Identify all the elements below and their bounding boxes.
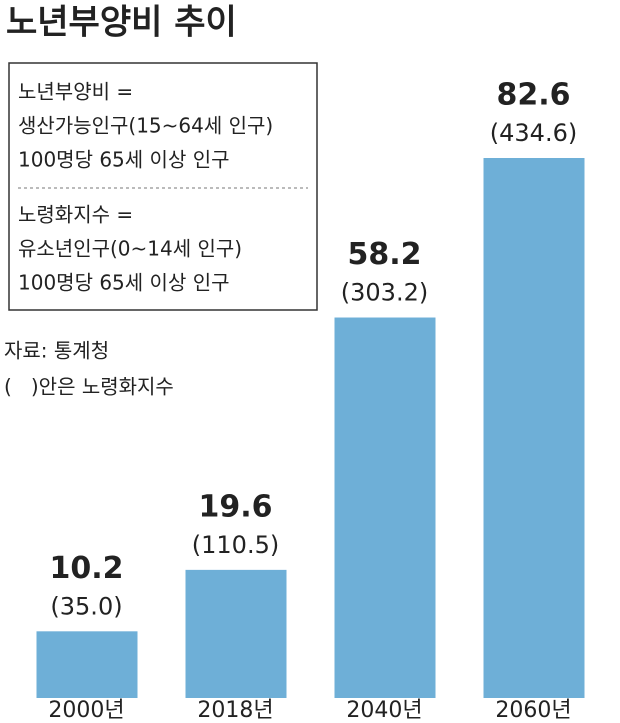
- value-label: 58.2: [347, 237, 421, 272]
- value-label: 10.2: [49, 551, 123, 586]
- index-label: (35.0): [50, 592, 122, 620]
- x-tick-label: 2060년: [495, 698, 571, 723]
- bar: [185, 569, 287, 698]
- bar: [36, 631, 138, 698]
- value-label: 19.6: [198, 489, 272, 524]
- x-tick-label: 2000년: [48, 698, 124, 723]
- legend-box: [8, 62, 318, 311]
- value-label: 82.6: [496, 78, 570, 113]
- definition-line: 생산가능인구(15~64세 인구): [18, 114, 273, 138]
- index-label: (110.5): [192, 531, 279, 559]
- index-line: 유소년인구(0~14세 인구): [18, 237, 242, 261]
- note: ( )안은 노령화지수: [4, 375, 174, 399]
- definition-line: 100명당 65세 이상 인구: [18, 148, 230, 172]
- index-line: 노령화지수 =: [18, 203, 133, 227]
- bar: [334, 317, 436, 698]
- x-tick-label: 2018년: [197, 698, 273, 723]
- source: 자료: 통계청: [4, 339, 109, 363]
- chart-title: 노년부양비 추이: [6, 3, 237, 43]
- definition-line: 노년부양비 =: [18, 80, 133, 104]
- index-label: (303.2): [341, 279, 428, 307]
- bar: [483, 158, 585, 698]
- index-label: (434.6): [490, 119, 577, 147]
- x-tick-label: 2040년: [346, 698, 422, 723]
- index-line: 100명당 65세 이상 인구: [18, 271, 230, 295]
